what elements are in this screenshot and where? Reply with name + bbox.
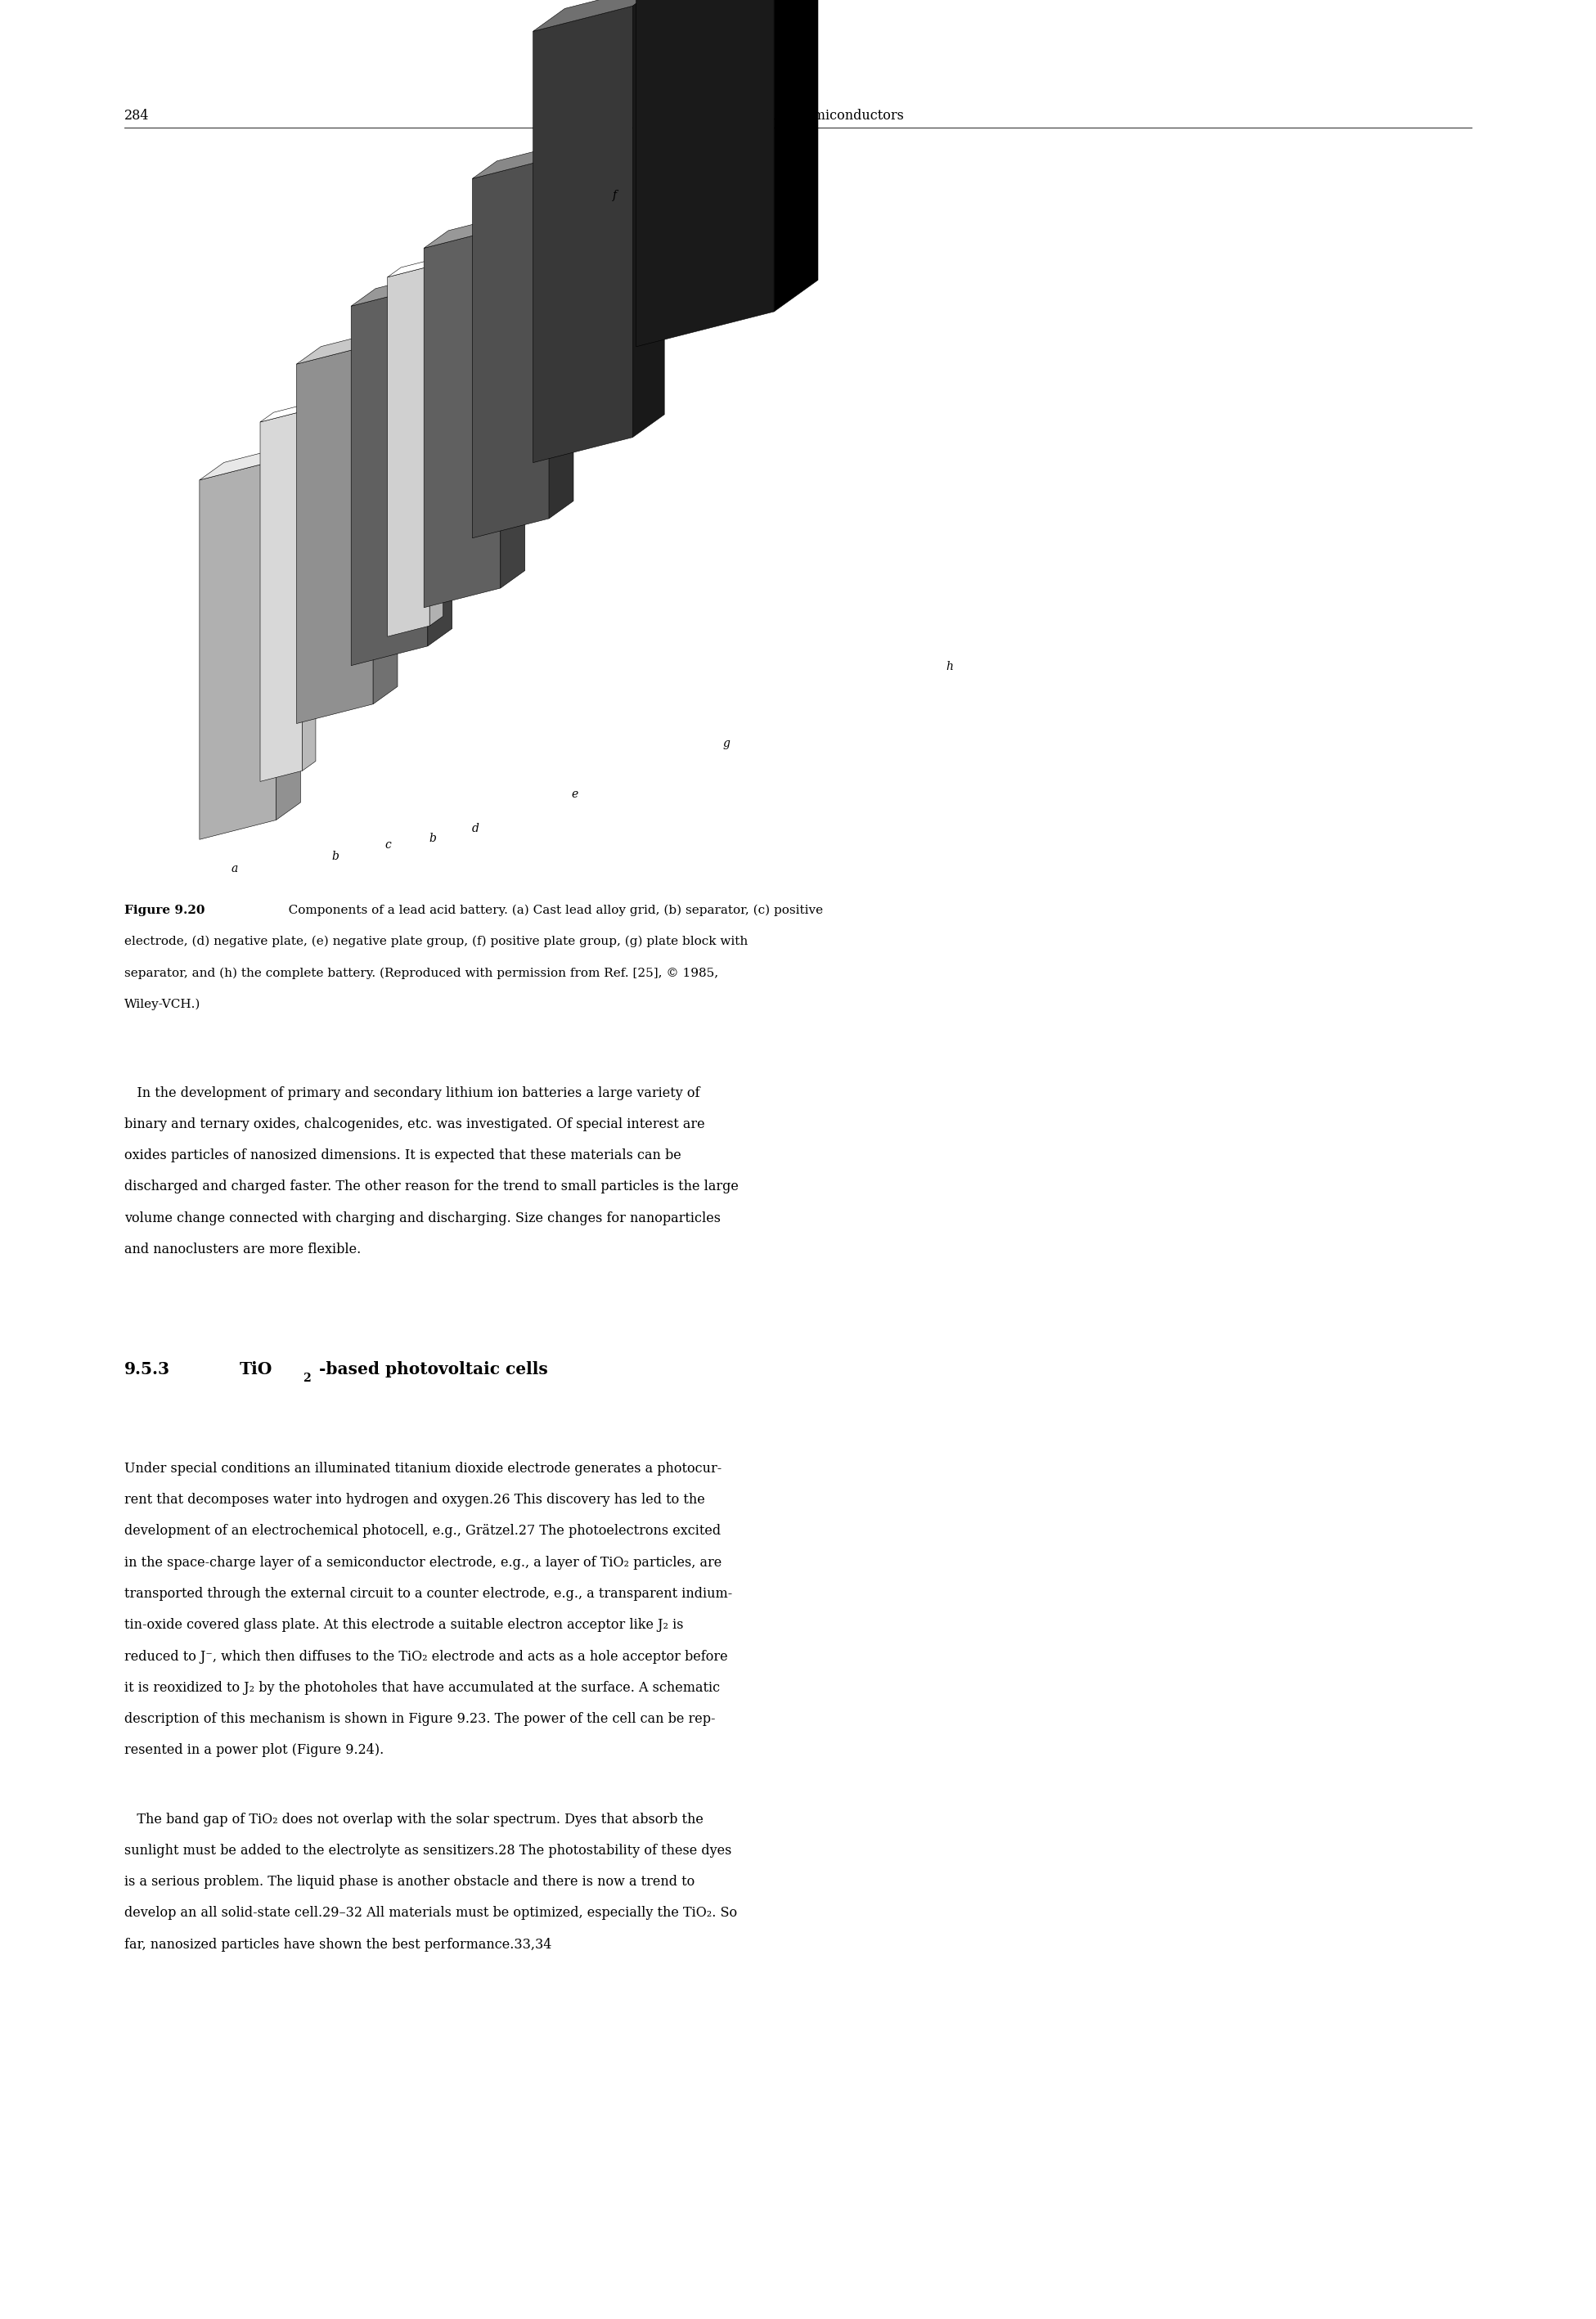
Polygon shape	[351, 269, 452, 306]
Text: in the space-charge layer of a semiconductor electrode, e.g., a layer of TiO₂ pa: in the space-charge layer of a semicondu…	[124, 1556, 721, 1570]
Polygon shape	[472, 141, 573, 179]
Polygon shape	[533, 0, 664, 30]
Polygon shape	[429, 257, 444, 626]
Polygon shape	[373, 327, 397, 705]
Polygon shape	[260, 401, 316, 422]
Text: The band gap of TiO₂ does not overlap with the solar spectrum. Dyes that absorb : The band gap of TiO₂ does not overlap wi…	[124, 1813, 704, 1825]
Text: develop an all solid-state cell.29–32 All materials must be optimized, especiall: develop an all solid-state cell.29–32 Al…	[124, 1906, 737, 1920]
Text: resented in a power plot (Figure 9.24).: resented in a power plot (Figure 9.24).	[124, 1744, 385, 1758]
Polygon shape	[388, 267, 429, 635]
Text: separator, and (h) the complete battery. (Reproduced with permission from Ref. [: separator, and (h) the complete battery.…	[124, 967, 718, 979]
Text: far, nanosized particles have shown the best performance.33,34: far, nanosized particles have shown the …	[124, 1939, 552, 1950]
Text: 2: 2	[303, 1373, 311, 1384]
Text: c: c	[385, 839, 391, 851]
Text: and nanoclusters are more flexible.: and nanoclusters are more flexible.	[124, 1243, 361, 1257]
Text: reduced to J⁻, which then diffuses to the TiO₂ electrode and acts as a hole acce: reduced to J⁻, which then diffuses to th…	[124, 1649, 728, 1663]
Text: development of an electrochemical photocell, e.g., Grätzel.27 The photoelectrons: development of an electrochemical photoc…	[124, 1524, 721, 1537]
Polygon shape	[302, 401, 316, 770]
Text: In the development of primary and secondary lithium ion batteries a large variet: In the development of primary and second…	[124, 1085, 701, 1099]
Polygon shape	[428, 269, 452, 647]
Text: rent that decomposes water into hydrogen and oxygen.26 This discovery has led to: rent that decomposes water into hydrogen…	[124, 1493, 705, 1507]
Text: g: g	[723, 737, 729, 749]
Polygon shape	[632, 0, 664, 438]
Polygon shape	[637, 0, 774, 346]
Polygon shape	[200, 461, 276, 839]
Text: d: d	[472, 823, 479, 835]
Polygon shape	[774, 0, 819, 311]
Text: is a serious problem. The liquid phase is another obstacle and there is now a tr: is a serious problem. The liquid phase i…	[124, 1874, 694, 1888]
Text: Wiley-VCH.): Wiley-VCH.)	[124, 997, 201, 1011]
Polygon shape	[425, 211, 525, 248]
Polygon shape	[533, 7, 632, 461]
Text: b: b	[332, 851, 338, 863]
Polygon shape	[425, 230, 501, 608]
Text: Figure 9.20: Figure 9.20	[124, 904, 204, 916]
Text: transported through the external circuit to a counter electrode, e.g., a transpa: transported through the external circuit…	[124, 1586, 733, 1600]
Text: binary and ternary oxides, chalcogenides, etc. was investigated. Of special inte: binary and ternary oxides, chalcogenides…	[124, 1118, 705, 1132]
Text: 9.   Oxides and Semiconductors: 9. Oxides and Semiconductors	[693, 109, 903, 123]
Text: description of this mechanism is shown in Figure 9.23. The power of the cell can: description of this mechanism is shown i…	[124, 1711, 715, 1725]
Polygon shape	[260, 410, 302, 782]
Text: h: h	[946, 661, 953, 673]
Text: tin-oxide covered glass plate. At this electrode a suitable electron acceptor li: tin-oxide covered glass plate. At this e…	[124, 1619, 683, 1633]
Polygon shape	[200, 443, 300, 480]
Polygon shape	[297, 346, 373, 724]
Text: -based photovoltaic cells: -based photovoltaic cells	[319, 1361, 547, 1377]
Text: Components of a lead acid battery. (a) Cast lead alloy grid, (b) separator, (c) : Components of a lead acid battery. (a) C…	[276, 904, 822, 916]
Text: b: b	[429, 833, 436, 844]
Polygon shape	[388, 257, 444, 276]
Polygon shape	[297, 327, 397, 364]
Polygon shape	[276, 443, 300, 821]
Text: sunlight must be added to the electrolyte as sensitizers.28 The photostability o: sunlight must be added to the electrolyt…	[124, 1844, 733, 1858]
Text: oxides particles of nanosized dimensions. It is expected that these materials ca: oxides particles of nanosized dimensions…	[124, 1148, 681, 1162]
Text: discharged and charged faster. The other reason for the trend to small particles: discharged and charged faster. The other…	[124, 1180, 739, 1194]
Text: f: f	[613, 190, 616, 202]
Polygon shape	[501, 211, 525, 589]
Polygon shape	[549, 141, 573, 519]
Text: electrode, (d) negative plate, (e) negative plate group, (f) positive plate grou: electrode, (d) negative plate, (e) negat…	[124, 935, 749, 948]
Text: it is reoxidized to J₂ by the photoholes that have accumulated at the surface. A: it is reoxidized to J₂ by the photoholes…	[124, 1681, 720, 1695]
Text: e: e	[571, 788, 578, 800]
Text: 284: 284	[124, 109, 150, 123]
Polygon shape	[472, 160, 549, 538]
Text: volume change connected with charging and discharging. Size changes for nanopart: volume change connected with charging an…	[124, 1211, 721, 1224]
Text: Under special conditions an illuminated titanium dioxide electrode generates a p: Under special conditions an illuminated …	[124, 1461, 721, 1475]
Polygon shape	[351, 288, 428, 666]
Text: a: a	[231, 863, 238, 874]
Text: 9.5.3: 9.5.3	[124, 1361, 171, 1377]
Text: TiO: TiO	[239, 1361, 273, 1377]
